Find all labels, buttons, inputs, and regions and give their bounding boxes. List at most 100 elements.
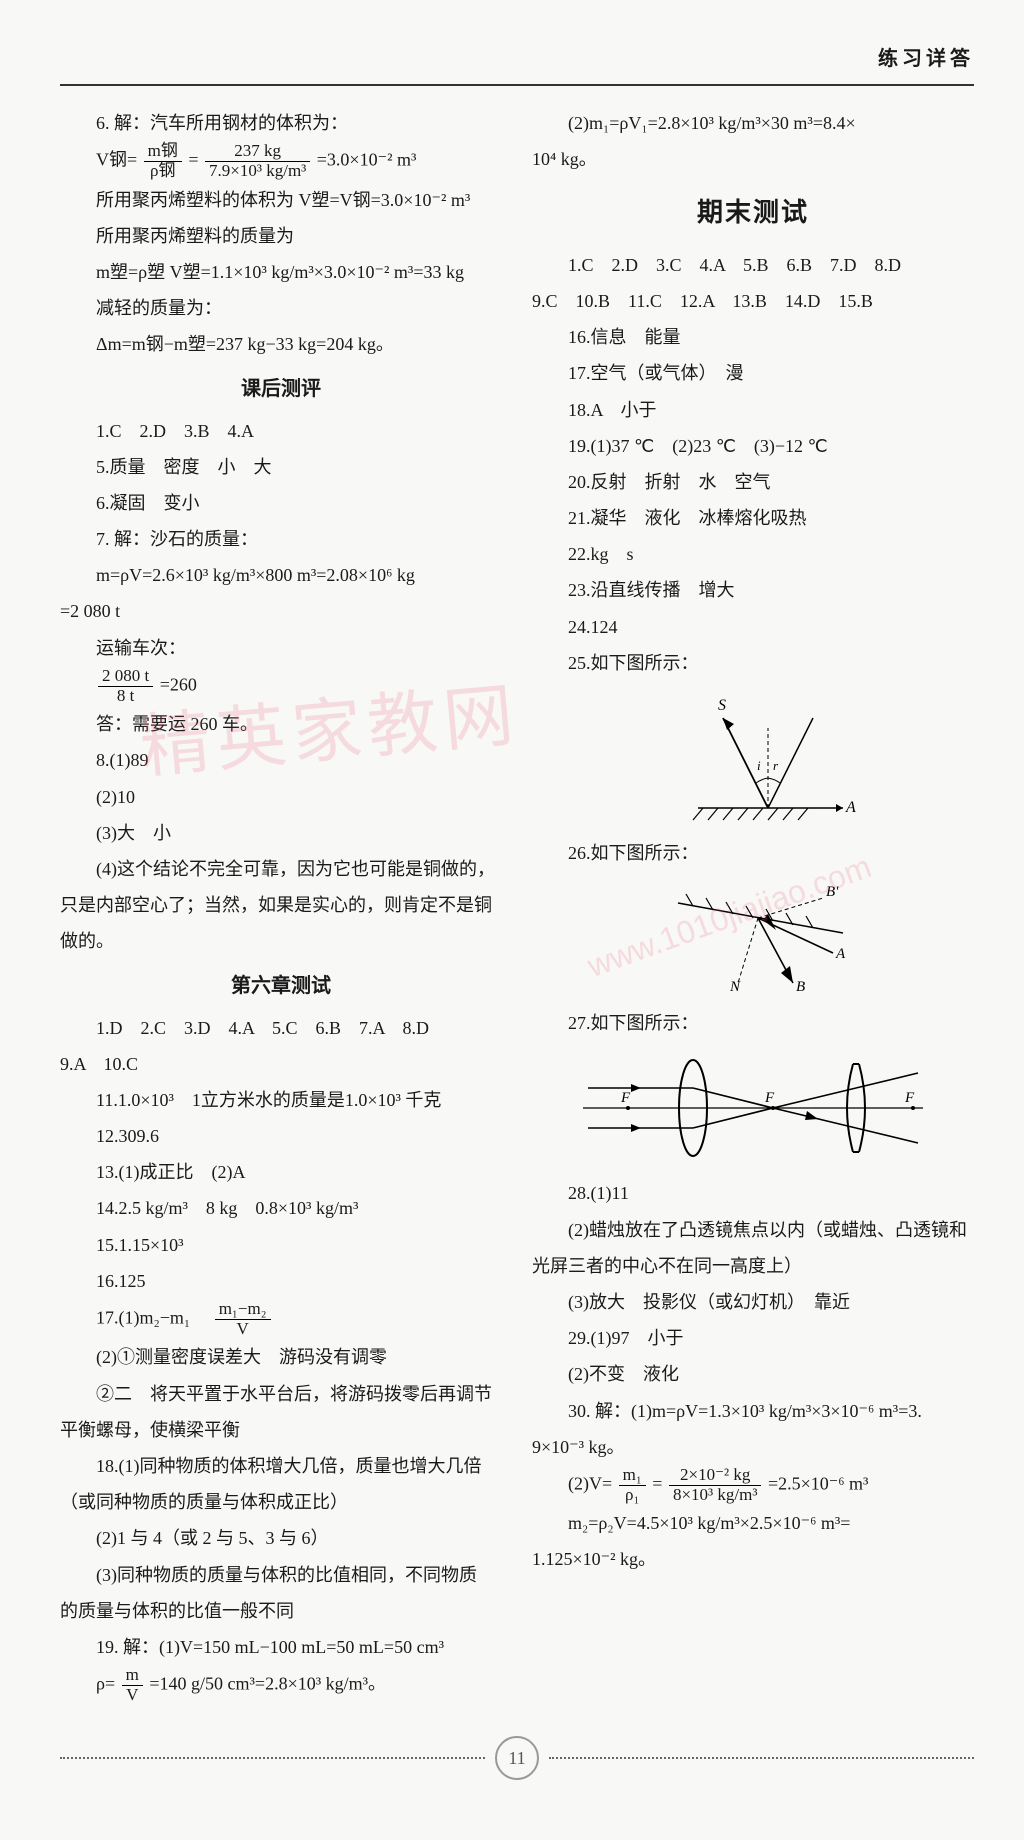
page-header: 练习详答 bbox=[60, 40, 974, 86]
page-number-badge: 11 bbox=[495, 1736, 539, 1780]
left-column: 6. 解：汽车所用钢材的体积为： V钢= m钢ρ钢 = 237 kg7.9×10… bbox=[60, 106, 502, 1706]
answer-line: 运输车次： bbox=[60, 631, 502, 665]
answer-line: 做的。 bbox=[60, 924, 502, 958]
answer-line: 17.(1)m₂−m₁ m₁−m₂V bbox=[60, 1300, 502, 1338]
answer-line: 19. 解：(1)V=150 mL−100 mL=50 mL=50 cm³ bbox=[60, 1630, 502, 1664]
eq-mid: = bbox=[188, 150, 198, 170]
q6-intro: 6. 解：汽车所用钢材的体积为： bbox=[60, 106, 502, 140]
frac-line: 2 080 t8 t =260 bbox=[60, 667, 502, 705]
answer-line: 19.(1)37 ℃ (2)23 ℃ (3)−12 ℃ bbox=[532, 429, 974, 463]
q6-eq1: V钢= m钢ρ钢 = 237 kg7.9×10³ kg/m³ =3.0×10⁻²… bbox=[60, 142, 502, 180]
frac: m钢ρ钢 bbox=[144, 142, 182, 180]
answer-line: =2 080 t bbox=[60, 594, 502, 628]
answer-line: (3)放大 投影仪（或幻灯机） 靠近 bbox=[532, 1285, 974, 1319]
answer-line: 1.D 2.C 3.D 4.A 5.C 6.B 7.A 8.D bbox=[60, 1011, 502, 1045]
answer-line: (3)同种物质的质量与体积的比值相同，不同物质 bbox=[60, 1558, 502, 1592]
answer-line: (4)这个结论不完全可靠，因为它也可能是铜做的， bbox=[60, 852, 502, 886]
answer-line: m₂=ρ₂V=4.5×10³ kg/m³×2.5×10⁻⁶ m³= bbox=[532, 1506, 974, 1540]
answer-line: 17.空气（或气体） 漫 bbox=[532, 356, 974, 390]
frac: 237 kg7.9×10³ kg/m³ bbox=[205, 142, 310, 180]
svg-text:i: i bbox=[757, 758, 761, 773]
answer-line: 9×10⁻³ kg。 bbox=[532, 1430, 974, 1464]
eq-mid: = bbox=[652, 1473, 662, 1493]
section-header-ch6: 第六章测试 bbox=[60, 967, 502, 1005]
frac-eq: =260 bbox=[160, 674, 197, 694]
svg-text:N: N bbox=[729, 979, 741, 995]
frac: m₁−m₂V bbox=[215, 1300, 271, 1338]
answer-line: 10⁴ kg。 bbox=[532, 142, 974, 176]
answer-line: 9.C 10.B 11.C 12.A 13.B 14.D 15.B bbox=[532, 284, 974, 318]
answer-line: ②二 将天平置于水平台后，将游码拨零后再调节 bbox=[60, 1377, 502, 1411]
answer-line: 12.309.6 bbox=[60, 1119, 502, 1153]
svg-text:A: A bbox=[835, 946, 846, 962]
answer-line: 只是内部空心了；当然，如果是实心的，则肯定不是铜 bbox=[60, 888, 502, 922]
section-header-kehou: 课后测评 bbox=[60, 370, 502, 408]
svg-text:r: r bbox=[773, 758, 779, 773]
answer-line: 13.(1)成正比 (2)A bbox=[60, 1155, 502, 1189]
answer-line: 25.如下图所示： bbox=[532, 646, 974, 680]
answer-line: 6.凝固 变小 bbox=[60, 486, 502, 520]
diagram-26: A B B' N bbox=[532, 878, 974, 998]
answer-line: 7. 解：沙石的质量： bbox=[60, 522, 502, 556]
page-footer: 11 bbox=[60, 1736, 974, 1780]
answer-line: 的质量与体积的比值一般不同 bbox=[60, 1594, 502, 1628]
answer-line: (2)1 与 4（或 2 与 5、3 与 6） bbox=[60, 1521, 502, 1555]
c6-24-lhs: ρ= bbox=[96, 1673, 115, 1693]
svg-text:B: B bbox=[796, 979, 805, 995]
answer-line: (3)大 小 bbox=[60, 816, 502, 850]
answer-line: 1.C 2.D 3.C 4.A 5.B 6.B 7.D 8.D bbox=[532, 248, 974, 282]
text-line: Δm=m钢−m塑=237 kg−33 kg=204 kg。 bbox=[60, 327, 502, 361]
answer-line: 18.A 小于 bbox=[532, 393, 974, 427]
answer-line: (2)V= m₁ρ₁ = 2×10⁻² kg8×10³ kg/m³ =2.5×1… bbox=[532, 1466, 974, 1504]
svg-text:S: S bbox=[718, 697, 726, 714]
answer-line: 21.凝华 液化 冰棒熔化吸热 bbox=[532, 501, 974, 535]
c6-24-rhs: =140 g/50 cm³=2.8×10³ kg/m³。 bbox=[149, 1673, 386, 1693]
answer-line: 11.1.0×10³ 1立方米水的质量是1.0×10³ 千克 bbox=[60, 1083, 502, 1117]
svg-text:A: A bbox=[845, 799, 856, 816]
answer-line: 27.如下图所示： bbox=[532, 1006, 974, 1040]
answer-line: 22.kg s bbox=[532, 537, 974, 571]
diagram-25: S A i r bbox=[532, 688, 974, 828]
answer-line: 光屏三者的中心不在同一高度上） bbox=[532, 1249, 974, 1283]
answer-line: (2)m₁=ρV₁=2.8×10³ kg/m³×30 m³=8.4× bbox=[532, 106, 974, 140]
svg-text:F: F bbox=[620, 1090, 631, 1106]
30b-rhs: =2.5×10⁻⁶ m³ bbox=[768, 1473, 868, 1493]
right-column: (2)m₁=ρV₁=2.8×10³ kg/m³×30 m³=8.4× 10⁴ k… bbox=[532, 106, 974, 1706]
text-line: 所用聚丙烯塑料的质量为 bbox=[60, 219, 502, 253]
answer-line: 5.质量 密度 小 大 bbox=[60, 450, 502, 484]
answer-line: 24.124 bbox=[532, 610, 974, 644]
c6-17-lhs: 17.(1)m₂−m₁ bbox=[96, 1307, 208, 1327]
answer-line: 23.沿直线传播 增大 bbox=[532, 573, 974, 607]
answer-line: 18.(1)同种物质的体积增大几倍，质量也增大几倍 bbox=[60, 1449, 502, 1483]
text-line: 减轻的质量为： bbox=[60, 291, 502, 325]
answer-line: 答：需要运 260 车。 bbox=[60, 707, 502, 741]
frac: 2 080 t8 t bbox=[98, 667, 153, 705]
answer-line: 29.(1)97 小于 bbox=[532, 1321, 974, 1355]
frac: m₁ρ₁ bbox=[619, 1466, 646, 1504]
answer-line: （或同种物质的质量与体积成正比） bbox=[60, 1485, 502, 1519]
section-header-qimo: 期末测试 bbox=[532, 188, 974, 237]
answer-line: 26.如下图所示： bbox=[532, 836, 974, 870]
answer-line: 20.反射 折射 水 空气 bbox=[532, 465, 974, 499]
q6-eq1-rhs: =3.0×10⁻² m³ bbox=[317, 150, 417, 170]
frac: mV bbox=[122, 1666, 143, 1704]
answer-line: 16.信息 能量 bbox=[532, 320, 974, 354]
frac: 2×10⁻² kg8×10³ kg/m³ bbox=[669, 1466, 761, 1504]
answer-line: 15.1.15×10³ bbox=[60, 1228, 502, 1262]
answer-line: (2)蜡烛放在了凸透镜焦点以内（或蜡烛、凸透镜和 bbox=[532, 1213, 974, 1247]
svg-text:B': B' bbox=[826, 884, 839, 900]
diagram-27: F F F bbox=[532, 1048, 974, 1168]
answer-line: 1.C 2.D 3.B 4.A bbox=[60, 414, 502, 448]
answer-line: (2)①测量密度误差大 游码没有调零 bbox=[60, 1340, 502, 1374]
answer-line: 28.(1)11 bbox=[532, 1176, 974, 1210]
answer-line: 16.125 bbox=[60, 1264, 502, 1298]
answer-line: 8.(1)89 bbox=[60, 743, 502, 777]
answer-line: ρ= mV =140 g/50 cm³=2.8×10³ kg/m³。 bbox=[60, 1666, 502, 1704]
text-line: m塑=ρ塑 V塑=1.1×10³ kg/m³×3.0×10⁻² m³=33 kg bbox=[60, 255, 502, 289]
30b-lhs: (2)V= bbox=[568, 1473, 612, 1493]
answer-line: 14.2.5 kg/m³ 8 kg 0.8×10³ kg/m³ bbox=[60, 1191, 502, 1225]
answer-line: m=ρV=2.6×10³ kg/m³×800 m³=2.08×10⁶ kg bbox=[60, 558, 502, 592]
answer-line: 1.125×10⁻² kg。 bbox=[532, 1542, 974, 1576]
footer-line-right bbox=[549, 1757, 974, 1759]
svg-text:F: F bbox=[764, 1090, 775, 1106]
